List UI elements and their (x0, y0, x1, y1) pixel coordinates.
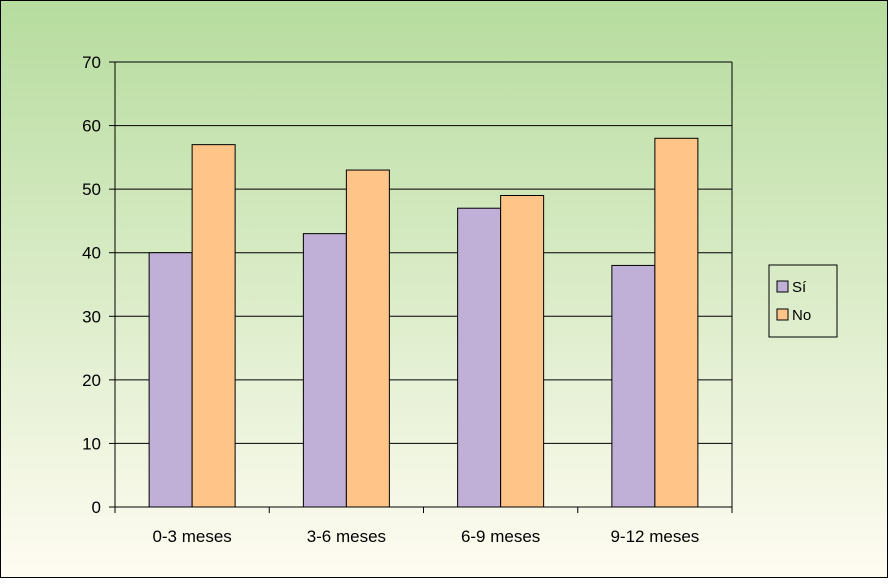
y-tick-label: 50 (82, 180, 101, 199)
legend-box (768, 264, 838, 338)
x-tick-labels: 0-3 meses 3-6 meses 6-9 meses 9-12 meses (152, 527, 699, 546)
bar-no (500, 195, 545, 508)
bar-si (611, 264, 656, 508)
bar-no (654, 137, 699, 508)
y-tick-label: 60 (82, 117, 101, 136)
legend-swatch (776, 308, 789, 321)
x-tick-label: 9-12 meses (610, 527, 699, 546)
y-tick-label: 40 (82, 244, 101, 263)
y-tick-label: 0 (92, 498, 101, 517)
y-tick-label: 20 (82, 371, 101, 390)
y-tick-label: 30 (82, 307, 101, 326)
bar-si (148, 252, 193, 508)
bar-no (191, 144, 236, 508)
y-tick-label: 10 (82, 434, 101, 453)
bars (148, 137, 699, 508)
legend-label: No (792, 307, 811, 324)
y-tick-labels: 0 10 20 30 40 50 60 70 (82, 53, 101, 517)
bar-si (302, 233, 347, 508)
x-tick-label: 0-3 meses (152, 527, 231, 546)
legend-label: Sí (792, 279, 807, 296)
axes (109, 61, 733, 513)
bar-no (345, 169, 390, 508)
bar-si (457, 207, 502, 508)
y-tick-label: 70 (82, 53, 101, 72)
legend: Sí No (768, 264, 838, 338)
legend-swatch (776, 280, 789, 293)
x-tick-label: 6-9 meses (461, 527, 540, 546)
x-tick-label: 3-6 meses (307, 527, 386, 546)
